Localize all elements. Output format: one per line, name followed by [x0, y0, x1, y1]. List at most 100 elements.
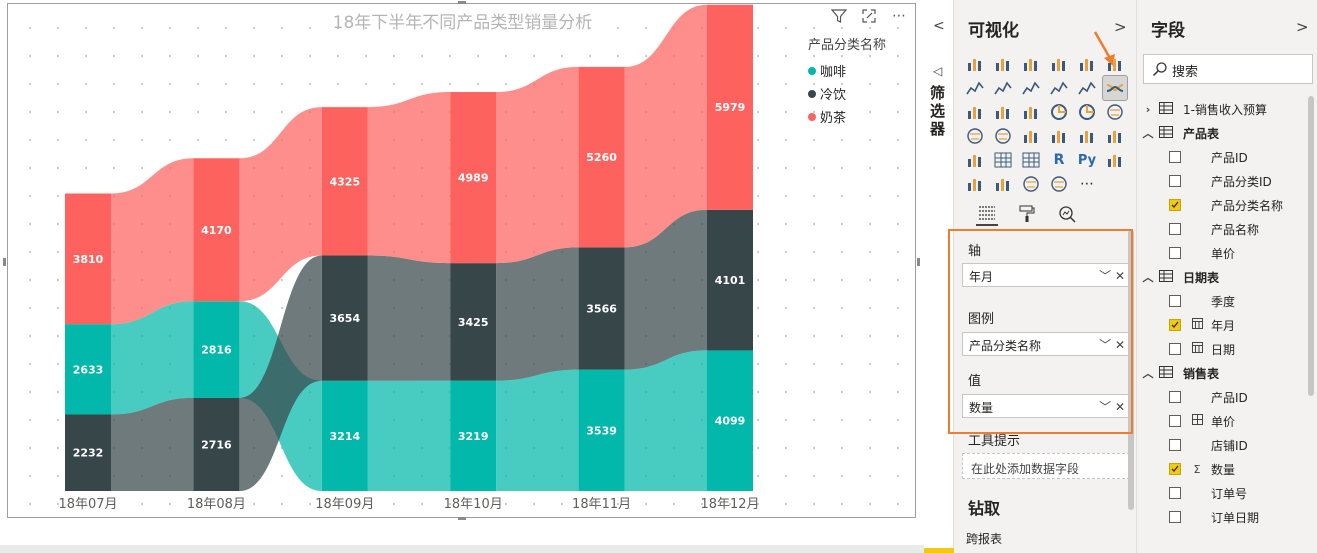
- qa-visual-icon[interactable]: [991, 172, 1015, 196]
- ribbon-segment[interactable]: [450, 380, 497, 491]
- checkbox[interactable]: [1169, 511, 1181, 523]
- treemap-chart-icon[interactable]: [1103, 100, 1127, 124]
- key-influencers-visual-icon[interactable]: [1103, 148, 1127, 172]
- donut-chart-icon[interactable]: [1075, 100, 1099, 124]
- checkbox[interactable]: [1169, 343, 1181, 355]
- ribbon-segment[interactable]: [65, 324, 111, 415]
- matrix-visual-icon[interactable]: [1019, 148, 1043, 172]
- ribbon-segment[interactable]: [65, 414, 111, 491]
- waterfall-chart-icon[interactable]: [963, 100, 987, 124]
- field-controls[interactable]: ﹀ ✕: [1099, 269, 1125, 283]
- checkbox[interactable]: [1169, 487, 1181, 499]
- python-visual-icon[interactable]: Py: [1077, 152, 1097, 168]
- stacked-area-chart-icon[interactable]: [1019, 76, 1043, 100]
- gauge-visual-icon[interactable]: [1019, 124, 1043, 148]
- checkbox-checked[interactable]: [1169, 199, 1181, 211]
- field-item-8[interactable]: 季度: [1169, 290, 1235, 312]
- field-table-7[interactable]: ︿ 日期表: [1141, 266, 1219, 288]
- chevron-right-icon[interactable]: >: [1296, 18, 1309, 36]
- filter-icon[interactable]: [829, 7, 849, 25]
- ribbon-segment[interactable]: [450, 263, 497, 381]
- fields-search-input[interactable]: 搜索: [1143, 54, 1313, 84]
- decomposition-tree-visual-icon[interactable]: [963, 172, 987, 196]
- chevron-up-icon[interactable]: ︿: [1142, 367, 1154, 380]
- ribbon-segment[interactable]: [65, 193, 111, 325]
- checkbox[interactable]: [1169, 247, 1181, 259]
- field-item-16[interactable]: 订单号: [1169, 482, 1247, 504]
- resize-handle[interactable]: [458, 517, 466, 520]
- checkbox[interactable]: [1169, 391, 1181, 403]
- ribbon-band[interactable]: [111, 301, 194, 415]
- checkbox[interactable]: [1169, 151, 1181, 163]
- checkbox[interactable]: [1169, 415, 1181, 427]
- ribbon-band[interactable]: [111, 158, 194, 325]
- collapse-arrow-icon[interactable]: ◁: [933, 64, 943, 78]
- chevron-left-icon[interactable]: <: [933, 18, 945, 34]
- analytics-magnifier-icon[interactable]: [1056, 202, 1078, 226]
- ribbon-band[interactable]: [624, 209, 707, 370]
- more-visuals-icon[interactable]: ⋯: [1080, 176, 1094, 192]
- resize-handle[interactable]: [458, 1, 466, 4]
- legend-item-milk-tea[interactable]: 奶茶: [808, 105, 886, 128]
- checkbox[interactable]: [1169, 223, 1181, 235]
- table-visual-icon[interactable]: [991, 148, 1015, 172]
- field-item-2[interactable]: 产品ID: [1169, 146, 1248, 168]
- ribbon-segment[interactable]: [450, 92, 497, 264]
- format-paint-roller-icon[interactable]: [1016, 202, 1038, 226]
- checkbox[interactable]: [1169, 175, 1181, 187]
- ribbon-band[interactable]: [239, 255, 322, 491]
- arcgis-visual-icon[interactable]: [1047, 172, 1071, 196]
- legend-well-field[interactable]: 产品分类名称 ﹀ ✕: [962, 332, 1130, 356]
- tooltip-well-dropzone[interactable]: 在此处添加数据字段: [962, 453, 1130, 479]
- resize-handle[interactable]: [917, 258, 920, 266]
- ribbon-segment[interactable]: [193, 301, 240, 398]
- field-item-10[interactable]: 日期: [1169, 338, 1235, 360]
- field-item-6[interactable]: 单价: [1169, 242, 1235, 264]
- field-controls[interactable]: ﹀ ✕: [1099, 400, 1125, 414]
- legend-item-coffee[interactable]: 咖啡: [808, 59, 886, 82]
- ribbon-segment[interactable]: [578, 66, 625, 248]
- checkbox[interactable]: [1169, 439, 1181, 451]
- legend-item-cold-drink[interactable]: 冷饮: [808, 82, 886, 105]
- ribbon-segment[interactable]: [193, 397, 240, 491]
- ribbon-band[interactable]: [624, 350, 707, 491]
- field-item-13[interactable]: 单价: [1169, 410, 1235, 432]
- resize-handle[interactable]: [3, 258, 6, 266]
- ribbon-segment[interactable]: [707, 209, 753, 351]
- map-visual-icon[interactable]: [963, 124, 987, 148]
- ribbon-segment[interactable]: [578, 369, 625, 491]
- ribbon-band[interactable]: [367, 255, 451, 381]
- ribbon-segment[interactable]: [321, 107, 368, 256]
- ribbon-chart-icon[interactable]: [1102, 75, 1128, 101]
- multi-row-card-visual-icon[interactable]: [1075, 124, 1099, 148]
- ribbon-segment[interactable]: [321, 380, 368, 491]
- ribbon-segment[interactable]: [707, 4, 753, 210]
- area-chart-icon[interactable]: [991, 76, 1015, 100]
- 100-stacked-bar-chart-icon[interactable]: [1075, 52, 1099, 76]
- line-chart-icon[interactable]: [963, 76, 987, 100]
- field-item-17[interactable]: 订单日期: [1169, 506, 1259, 528]
- ribbon-band[interactable]: [367, 92, 451, 264]
- clustered-bar-chart-icon[interactable]: [1019, 52, 1043, 76]
- ribbon-band[interactable]: [496, 66, 579, 264]
- field-table-0[interactable]: › 1-销售收入预算: [1141, 98, 1267, 120]
- field-table-1[interactable]: ︿ 产品表: [1141, 122, 1219, 144]
- ribbon-band[interactable]: [111, 397, 194, 491]
- 100-stacked-column-chart-icon[interactable]: [1103, 52, 1127, 76]
- field-table-11[interactable]: ︿ 销售表: [1141, 362, 1219, 384]
- field-item-4[interactable]: 产品分类名称: [1169, 194, 1283, 216]
- ribbon-band[interactable]: [496, 247, 579, 381]
- filled-map-visual-icon[interactable]: [991, 124, 1015, 148]
- field-controls[interactable]: ﹀ ✕: [1099, 338, 1125, 352]
- more-options-icon[interactable]: ⋯: [892, 8, 906, 24]
- field-item-15[interactable]: Σ 数量: [1169, 458, 1235, 480]
- checkbox-checked[interactable]: [1169, 319, 1181, 331]
- scatter-chart-icon[interactable]: [1019, 100, 1043, 124]
- slicer-visual-icon[interactable]: [963, 148, 987, 172]
- line-clustered-column-chart-icon[interactable]: [1075, 76, 1099, 100]
- ribbon-band[interactable]: [239, 107, 322, 302]
- funnel-chart-icon[interactable]: [991, 100, 1015, 124]
- chevron-right-icon[interactable]: >: [1114, 18, 1127, 36]
- ribbon-segment[interactable]: [578, 247, 625, 370]
- line-column-chart-icon[interactable]: [1047, 76, 1071, 100]
